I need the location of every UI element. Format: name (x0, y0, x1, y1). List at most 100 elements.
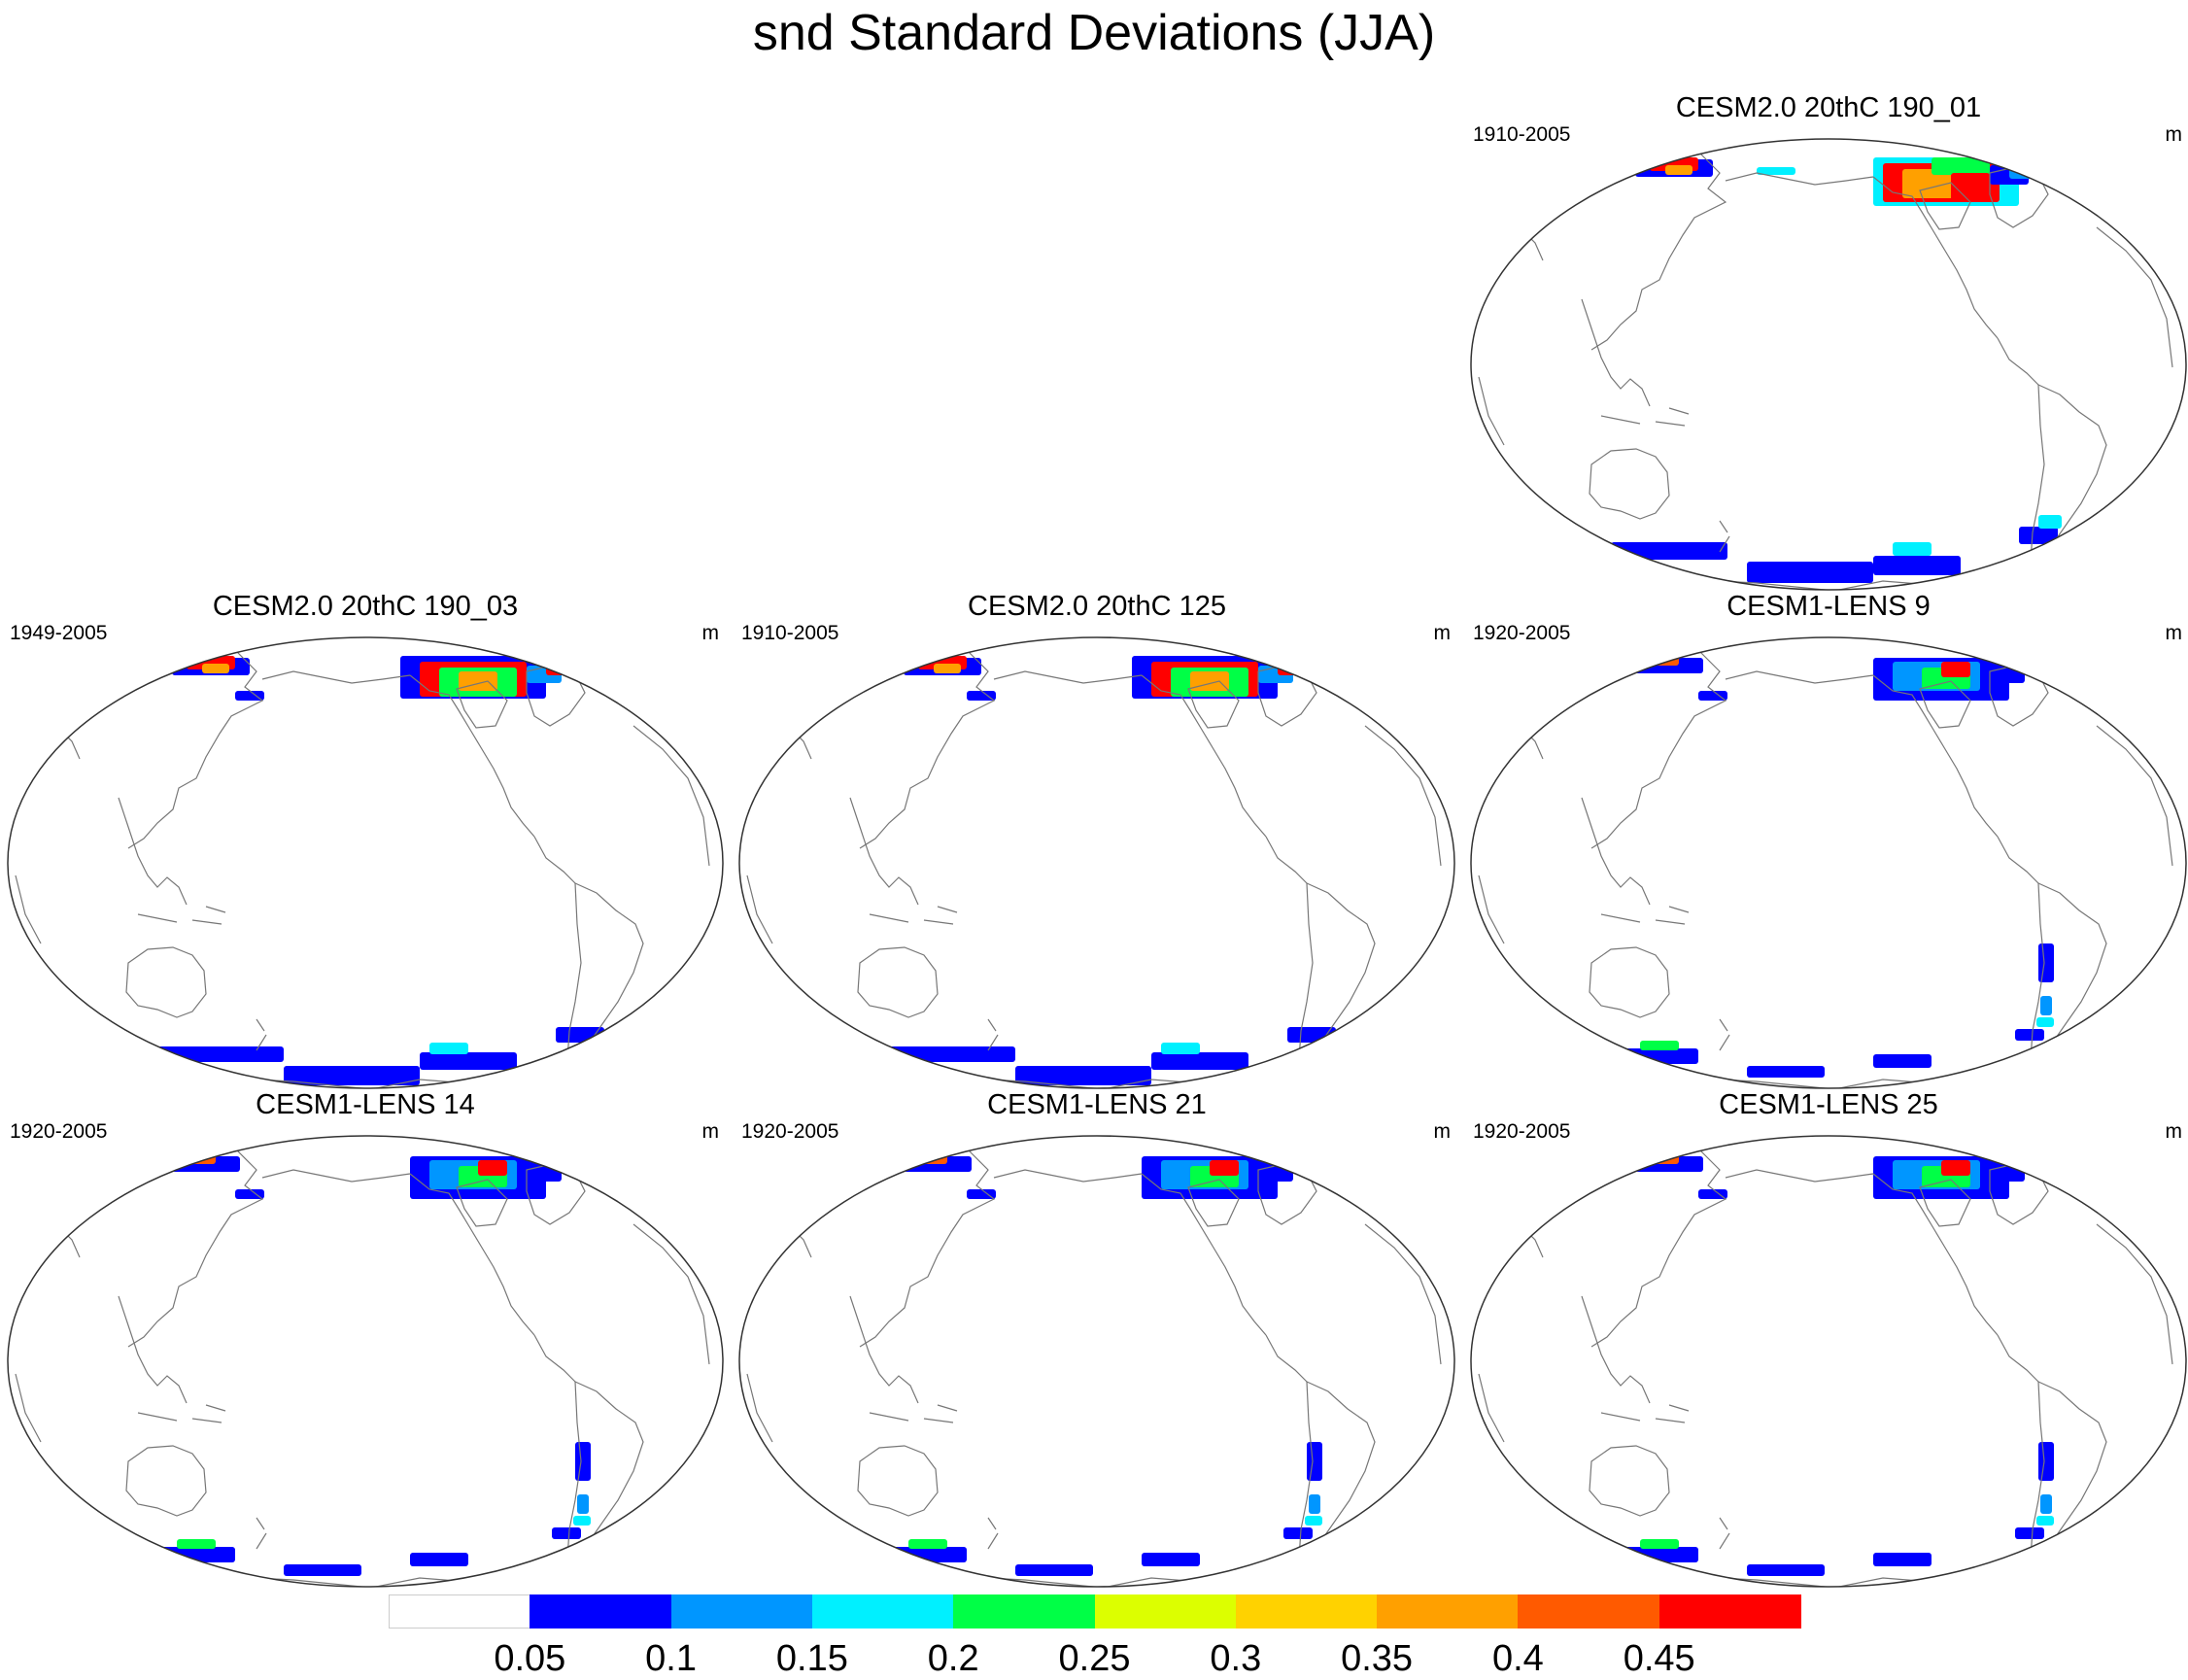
coastline (1581, 1295, 1651, 1404)
coastline (118, 797, 188, 906)
snow-field-layer (1472, 143, 2173, 590)
figure-title: snd Standard Deviations (JJA) (752, 5, 1436, 61)
snow-cell (552, 1527, 581, 1539)
panel-title: CESM1-LENS 25 (1719, 1089, 1938, 1120)
colorbar-swatch (1235, 1594, 1379, 1629)
snow-cell (177, 1539, 216, 1549)
coastline (849, 1295, 919, 1404)
panel-units: m (701, 1120, 720, 1143)
colorbar-swatch (1658, 1594, 1801, 1629)
snow-cell (908, 1539, 947, 1549)
snow-cell (1142, 1553, 1200, 1566)
panel-title: CESM1-LENS 9 (1726, 591, 1931, 622)
coastline (993, 670, 1143, 684)
coastline (1589, 1445, 1670, 1517)
map-frame (1470, 138, 2187, 591)
coastline (1725, 1169, 1874, 1183)
coastline (632, 725, 710, 867)
map-frame (7, 636, 724, 1089)
snow-cell (1650, 1154, 1679, 1164)
coastline (1364, 725, 1442, 867)
snow-cell (573, 1516, 591, 1526)
coastline (125, 946, 207, 1018)
coastline (993, 1169, 1143, 1183)
coastline (456, 680, 508, 729)
coastline (1725, 172, 1874, 186)
coastline (1590, 143, 1727, 351)
snow-cell (2038, 943, 2054, 982)
coastline (1872, 674, 1999, 838)
panel-title: CESM1-LENS 21 (987, 1089, 1207, 1120)
coastline (1478, 1373, 1505, 1443)
coastline (1589, 448, 1670, 520)
snow-field-layer (9, 1140, 710, 1587)
coastline (1478, 376, 1505, 446)
snow-cell (1190, 671, 1229, 691)
panel-title: CESM1-LENS 14 (256, 1089, 475, 1120)
coastline (740, 1227, 812, 1326)
coastline (746, 874, 773, 944)
snow-cell (1640, 1041, 1679, 1050)
panel-period: 1920-2005 (1473, 622, 1571, 644)
snow-cell (1161, 1043, 1200, 1054)
snow-cell (1698, 691, 1727, 701)
coastline (1725, 670, 1874, 684)
snow-cell (1951, 173, 1990, 202)
coastline (1265, 836, 1308, 884)
coastline (2096, 1223, 2173, 1365)
snow-cell (1873, 1054, 1932, 1068)
coastline (566, 1381, 644, 1576)
snow-cell (1283, 1527, 1313, 1539)
coastline (1298, 1381, 1376, 1576)
coastline (746, 1373, 773, 1443)
coastline (9, 729, 81, 828)
coastline (1472, 729, 1544, 828)
snow-cell (2040, 996, 2052, 1015)
snow-field-layer (9, 641, 710, 1088)
panel-period: 1920-2005 (10, 1120, 108, 1143)
coastline (1141, 1173, 1267, 1336)
panel-title: CESM2.0 20thC 125 (968, 591, 1226, 622)
coastline (456, 1179, 508, 1227)
snow-field-layer (1472, 1140, 2173, 1587)
coastline (15, 1373, 42, 1443)
coastline (2096, 725, 2173, 867)
coastline (1265, 1334, 1308, 1383)
coastline (859, 641, 996, 849)
coastline (1187, 1179, 1240, 1227)
panel-period: 1920-2005 (741, 1120, 839, 1143)
snow-cell (575, 1442, 591, 1481)
snow-cell (1698, 1189, 1727, 1199)
coastline (1719, 1018, 1730, 1051)
coastline (1919, 182, 1971, 230)
coastline (127, 641, 264, 849)
panel-period: 1910-2005 (741, 622, 839, 644)
snow-cell (1151, 1052, 1248, 1070)
panel-units: m (1433, 1120, 1452, 1143)
snow-cell (2038, 515, 2062, 529)
coastline (1872, 1173, 1999, 1336)
colorbar-label: 0.45 (1623, 1638, 1695, 1679)
snow-cell (187, 1154, 216, 1164)
snow-cell (410, 1553, 468, 1566)
snow-cell (235, 691, 264, 701)
robinson-map (738, 1135, 1455, 1588)
map-panel-125: CESM2.0 20thC 125 1910-2005 m (734, 590, 1460, 1105)
snow-cell (967, 1189, 996, 1199)
robinson-map (7, 1135, 724, 1588)
coastline (1581, 298, 1651, 407)
coastline (1719, 520, 1730, 553)
coastline (1298, 882, 1376, 1078)
map-panel-190-03: CESM2.0 20thC 190_03 1949-2005 m (2, 590, 729, 1105)
panel-period: 1920-2005 (1473, 1120, 1571, 1143)
coastline (2096, 226, 2173, 368)
coastline (740, 729, 812, 828)
panel-units: m (2165, 123, 2183, 146)
snow-cell (1309, 1494, 1320, 1514)
snow-cell (1932, 157, 1990, 175)
coastline (1589, 946, 1670, 1018)
colorbar-swatch (953, 1594, 1096, 1629)
snow-cell (1941, 662, 1970, 677)
coastline (1590, 641, 1727, 849)
snow-cell (1210, 1160, 1239, 1176)
